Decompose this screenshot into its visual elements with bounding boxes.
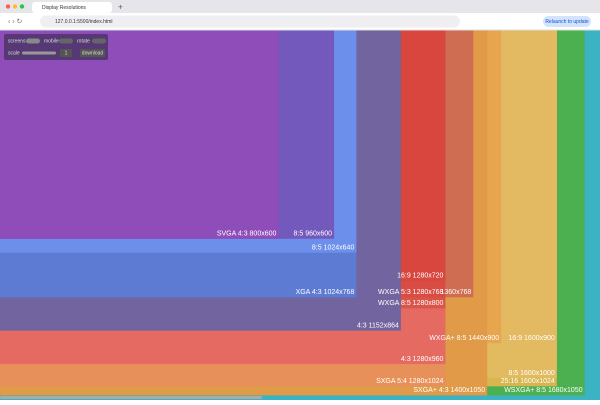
resolution-label: 16:9 1280x720	[397, 272, 443, 279]
resolution-label: XGA 4:3 1024x768	[296, 289, 355, 296]
resolution-label: 8:5 1024x640	[312, 245, 355, 252]
scale-label: scale	[8, 50, 20, 56]
resolution-label: 4:3 1152x864	[357, 323, 399, 330]
tab[interactable]	[32, 2, 112, 13]
close[interactable]	[5, 4, 11, 9]
resolution-label: 8:5 960x600	[294, 231, 333, 238]
resolution-label: 25:16 1600x1024	[501, 378, 555, 385]
resolution-label: WXGA 5:3 1280x768	[378, 289, 443, 296]
download-button[interactable]	[80, 49, 105, 57]
resolution-label: WXGA+ 8:5 1440x900	[429, 335, 499, 342]
scale-value: 1	[65, 50, 68, 56]
rotate-toggle[interactable]	[92, 38, 106, 44]
resolutions	[0, 30, 585, 396]
mobile-toggle[interactable]	[59, 38, 73, 44]
new-tab[interactable]: +	[118, 3, 123, 12]
nav[interactable]: ‹ › ↻	[8, 18, 23, 25]
minimize[interactable]	[12, 4, 18, 9]
resolution-label: WSXGA+ 8:5 1680x1050	[504, 387, 583, 394]
resolution-label: SXGA+ 4:3 1400x1050	[413, 387, 485, 394]
scrollbar[interactable]	[0, 396, 262, 399]
resolution-label: 4:3 1280x960	[401, 356, 444, 363]
resolution-label: WXGA 8:5 1280x800	[378, 300, 443, 307]
resolution-rect	[0, 30, 279, 239]
resolution-label: 1360x768	[441, 289, 472, 296]
scale-value-box[interactable]	[60, 49, 72, 57]
address-bar[interactable]	[40, 15, 460, 28]
resolution-label: SXGA 5:4 1280x1024	[376, 378, 443, 385]
resolution-label: 16:9 1600x900	[508, 335, 554, 342]
rotate-label: rotate	[77, 38, 90, 44]
mobile-label: mobile	[44, 38, 59, 44]
resolution-label: SVGA 4:3 800x600	[217, 231, 277, 238]
tab-bar	[0, 0, 600, 13]
download-text: download	[82, 50, 104, 56]
tab-title: Display Resolutions	[42, 5, 86, 11]
relaunch-text: Relaunch to update	[545, 19, 589, 25]
resolution-label: 8:5 1600x1000	[508, 370, 554, 377]
url: 127.0.0.1:5500/index.html	[55, 19, 113, 25]
screens-toggle[interactable]	[26, 38, 40, 44]
maximize[interactable]	[19, 4, 25, 9]
relaunch-button[interactable]	[543, 16, 591, 27]
scale-slider[interactable]	[22, 51, 56, 55]
screens-label: screens	[8, 38, 26, 44]
